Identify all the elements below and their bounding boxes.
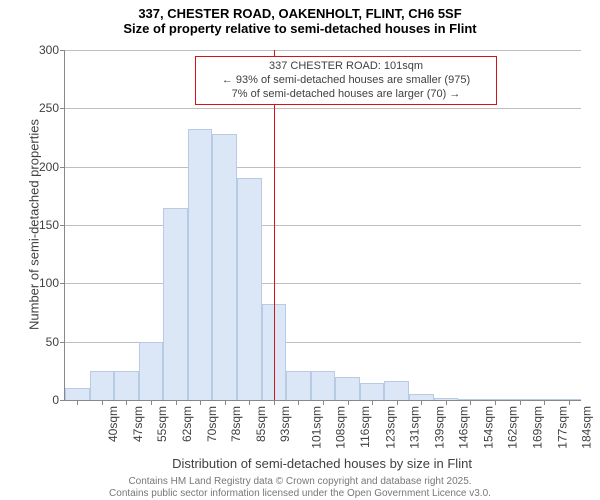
xtick-label: 131sqm — [408, 406, 422, 449]
footer-line2: Contains public sector information licen… — [0, 488, 600, 499]
xtick-label: 169sqm — [531, 406, 545, 449]
histogram-bar — [139, 342, 164, 400]
xtick-label: 184sqm — [580, 406, 594, 449]
histogram-bar — [311, 371, 336, 400]
annotation-line1: 337 CHESTER ROAD: 101sqm — [199, 60, 493, 74]
ytick-mark — [60, 167, 65, 168]
xtick-label: 55sqm — [155, 406, 169, 442]
xtick-mark — [298, 400, 299, 405]
xtick-label: 123sqm — [383, 406, 397, 449]
xtick-mark — [249, 400, 250, 405]
histogram-bar — [237, 178, 262, 400]
xtick-mark — [446, 400, 447, 405]
histogram-bar — [212, 134, 237, 400]
x-axis-title: Distribution of semi-detached houses by … — [64, 456, 580, 471]
chart-title-line1: 337, CHESTER ROAD, OAKENHOLT, FLINT, CH6… — [0, 6, 600, 21]
xtick-label: 146sqm — [457, 406, 471, 449]
xtick-mark — [126, 400, 127, 405]
histogram-bar — [163, 208, 188, 401]
histogram-bar — [286, 371, 311, 400]
ytick-mark — [60, 108, 65, 109]
gridline — [65, 50, 581, 51]
xtick-mark — [348, 400, 349, 405]
histogram-bar — [335, 377, 360, 400]
xtick-mark — [323, 400, 324, 405]
xtick-mark — [151, 400, 152, 405]
xtick-mark — [495, 400, 496, 405]
xtick-label: 101sqm — [310, 406, 324, 449]
ytick-mark — [60, 400, 65, 401]
xtick-label: 85sqm — [254, 406, 268, 442]
chart-container: 337, CHESTER ROAD, OAKENHOLT, FLINT, CH6… — [0, 0, 600, 500]
ytick-mark — [60, 342, 65, 343]
histogram-bar — [188, 129, 213, 400]
plot-area: 40sqm47sqm55sqm62sqm70sqm78sqm85sqm93sqm… — [64, 50, 581, 401]
ytick-mark — [60, 225, 65, 226]
gridline — [65, 225, 581, 226]
chart-title-line2: Size of property relative to semi-detach… — [0, 21, 600, 36]
xtick-mark — [372, 400, 373, 405]
xtick-mark — [544, 400, 545, 405]
xtick-mark — [569, 400, 570, 405]
histogram-bar — [90, 371, 115, 400]
annotation-box: 337 CHESTER ROAD: 101sqm ← 93% of semi-d… — [195, 56, 497, 105]
xtick-label: 154sqm — [482, 406, 496, 449]
xtick-mark — [397, 400, 398, 405]
histogram-bar — [384, 381, 409, 400]
annotation-line3: 7% of semi-detached houses are larger (7… — [199, 88, 493, 102]
xtick-mark — [470, 400, 471, 405]
xtick-label: 40sqm — [106, 406, 120, 442]
xtick-mark — [77, 400, 78, 405]
xtick-mark — [176, 400, 177, 405]
xtick-mark — [520, 400, 521, 405]
xtick-label: 78sqm — [229, 406, 243, 442]
xtick-label: 62sqm — [180, 406, 194, 442]
chart-title: 337, CHESTER ROAD, OAKENHOLT, FLINT, CH6… — [0, 0, 600, 36]
histogram-bar — [114, 371, 139, 400]
xtick-label: 139sqm — [432, 406, 446, 449]
histogram-bar — [360, 383, 385, 401]
histogram-bar — [65, 388, 90, 400]
xtick-mark — [421, 400, 422, 405]
xtick-label: 116sqm — [358, 406, 372, 448]
ytick-mark — [60, 283, 65, 284]
xtick-mark — [274, 400, 275, 405]
xtick-mark — [102, 400, 103, 405]
xtick-label: 108sqm — [334, 406, 348, 449]
gridline — [65, 108, 581, 109]
xtick-label: 70sqm — [205, 406, 219, 442]
xtick-label: 162sqm — [506, 406, 520, 449]
xtick-label: 47sqm — [131, 406, 145, 442]
xtick-mark — [200, 400, 201, 405]
xtick-label: 93sqm — [278, 406, 292, 442]
xtick-label: 177sqm — [555, 406, 569, 449]
xtick-mark — [225, 400, 226, 405]
gridline — [65, 283, 581, 284]
gridline — [65, 167, 581, 168]
footer-line1: Contains HM Land Registry data © Crown c… — [0, 476, 600, 487]
ytick-mark — [60, 50, 65, 51]
annotation-line2: ← 93% of semi-detached houses are smalle… — [199, 74, 493, 88]
